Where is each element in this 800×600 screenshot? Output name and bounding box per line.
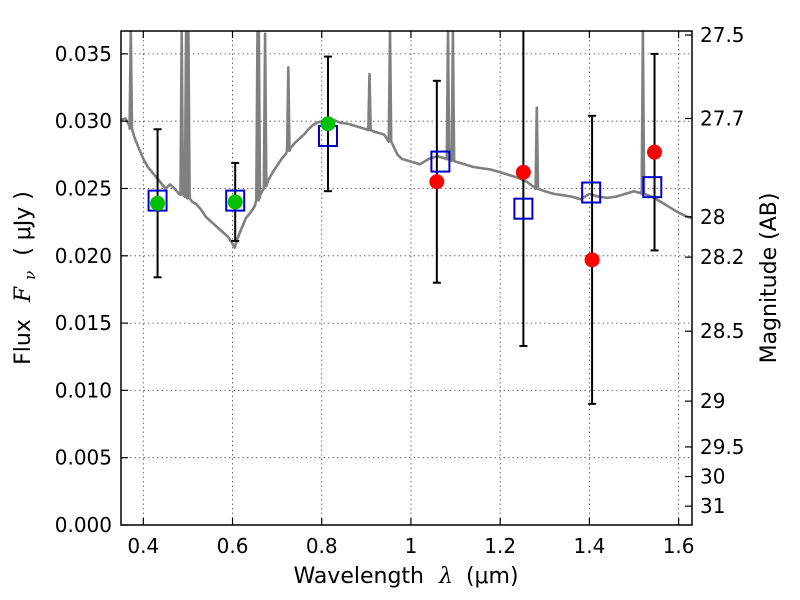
model-box-marker <box>642 176 663 199</box>
data-points <box>147 116 663 268</box>
x-tick-label: 0.4 <box>127 534 159 558</box>
y-axis-label: Flux F ν ( μJy ) <box>11 191 41 365</box>
error-bars <box>153 31 659 405</box>
y2-tick-label: 31 <box>700 494 725 518</box>
model-spectrum-line <box>121 31 692 249</box>
x-tick-label: 0.8 <box>306 534 338 558</box>
x-axis-label-unit: (μm) <box>466 564 519 589</box>
y-axis-label-symbol: F <box>11 286 36 303</box>
y-tick-label: 0.010 <box>55 378 112 402</box>
red-data-point <box>515 164 531 180</box>
model-box-marker <box>513 197 534 220</box>
x-tick-label: 1 <box>405 534 418 558</box>
y-tick-label: 0.015 <box>55 311 112 335</box>
grid <box>121 31 692 526</box>
y-tick-label: 0.020 <box>55 244 112 268</box>
y-tick-label: 0.025 <box>55 176 112 200</box>
x-tick-label: 1.6 <box>663 534 695 558</box>
red-data-point <box>429 174 445 190</box>
y2-tick-label: 29 <box>700 389 725 413</box>
green-data-point <box>320 116 336 132</box>
y2-tick-label: 28 <box>700 205 725 229</box>
y2-tick-label: 30 <box>700 465 725 489</box>
x-axis-label-symbol: λ <box>438 564 453 589</box>
y2-tick-label: 29.5 <box>700 435 745 459</box>
y-tick-label: 0.035 <box>55 42 112 66</box>
model-spectrum <box>121 31 692 249</box>
model-box-marker <box>581 181 602 204</box>
y2-axis-label: Magnitude (AB) <box>757 193 782 364</box>
x-tick-label: 0.6 <box>217 534 249 558</box>
y-axis-label-unit: ( μJy ) <box>11 191 36 256</box>
y-tick-label: 0.030 <box>55 109 112 133</box>
plot-frame <box>120 30 693 526</box>
x-axis-label: Wavelength λ (μm) <box>293 564 518 589</box>
y2-tick-label: 28.2 <box>700 245 745 269</box>
y-tick-label: 0.000 <box>55 513 112 537</box>
x-tick-label: 1.4 <box>573 534 605 558</box>
axes: 0.4 0.6 0.8 1 1.2 1.4 1.6 0.000 0.005 0.010 0.015 0… <box>55 23 745 558</box>
y2-tick-label: 27.7 <box>700 106 745 130</box>
y-tick-label: 0.005 <box>55 446 112 470</box>
y2-tick-label: 28.5 <box>700 319 745 343</box>
model-box-marker <box>430 150 451 173</box>
red-data-point <box>647 144 663 160</box>
green-data-point <box>227 194 243 210</box>
y-axis-label-subscript: ν <box>21 271 39 280</box>
green-data-point <box>150 195 166 211</box>
model-box-marker <box>225 189 246 212</box>
x-axis-label-text: Wavelength <box>293 564 424 589</box>
x-tick-label: 1.2 <box>484 534 516 558</box>
y-axis-label-text: Flux <box>11 319 36 365</box>
red-data-point <box>584 252 600 268</box>
y2-tick-label: 27.5 <box>700 23 745 47</box>
